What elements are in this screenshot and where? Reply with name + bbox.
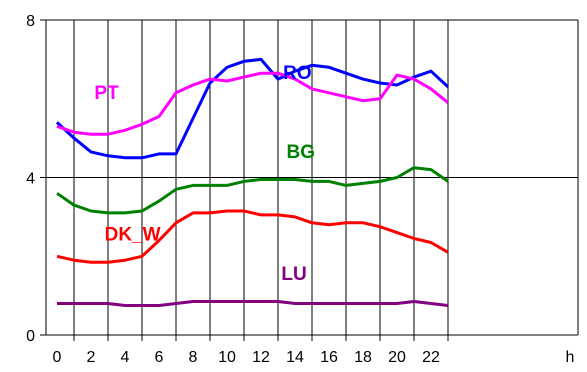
x-tick-label: 2	[87, 349, 96, 366]
series-lines	[55, 57, 450, 307]
series-label-dk-w: DK_W	[105, 225, 161, 246]
x-tick-label: 18	[354, 349, 372, 366]
axes	[40, 19, 579, 341]
series-labels: RO PT BG DK_W LU	[94, 63, 315, 285]
series-label-ro: RO	[283, 63, 312, 84]
x-tick-label: 16	[320, 349, 338, 366]
x-tick-label: 8	[189, 349, 198, 366]
series-line-bg	[56, 166, 449, 215]
x-tick-label: h	[566, 349, 575, 366]
y-tick-label: 0	[26, 328, 35, 345]
series-line-lu	[57, 300, 449, 307]
series-label-bg: BG	[287, 142, 316, 163]
series-label-pt: PT	[94, 83, 119, 104]
grid-lines	[46, 19, 578, 335]
x-tick-label: 10	[218, 349, 236, 366]
x-tick-label: 0	[53, 349, 62, 366]
y-tick-label: 8	[26, 13, 35, 30]
series-line-dk-w	[56, 209, 449, 264]
x-tick-label: 6	[155, 349, 164, 366]
x-tick-label: 12	[252, 349, 270, 366]
series-label-lu: LU	[281, 264, 306, 285]
tick-labels: 0 4 8 0 2 4 6 8 10 12 14 16 18 20 22 h	[26, 13, 574, 366]
y-tick-label: 4	[26, 171, 35, 188]
series-line-ro	[55, 57, 450, 160]
x-tick-label: 4	[121, 349, 130, 366]
series-line-pt	[56, 71, 449, 136]
x-tick-label: 20	[388, 349, 406, 366]
x-tick-label: 22	[422, 349, 440, 366]
x-tick-label: 14	[286, 349, 304, 366]
